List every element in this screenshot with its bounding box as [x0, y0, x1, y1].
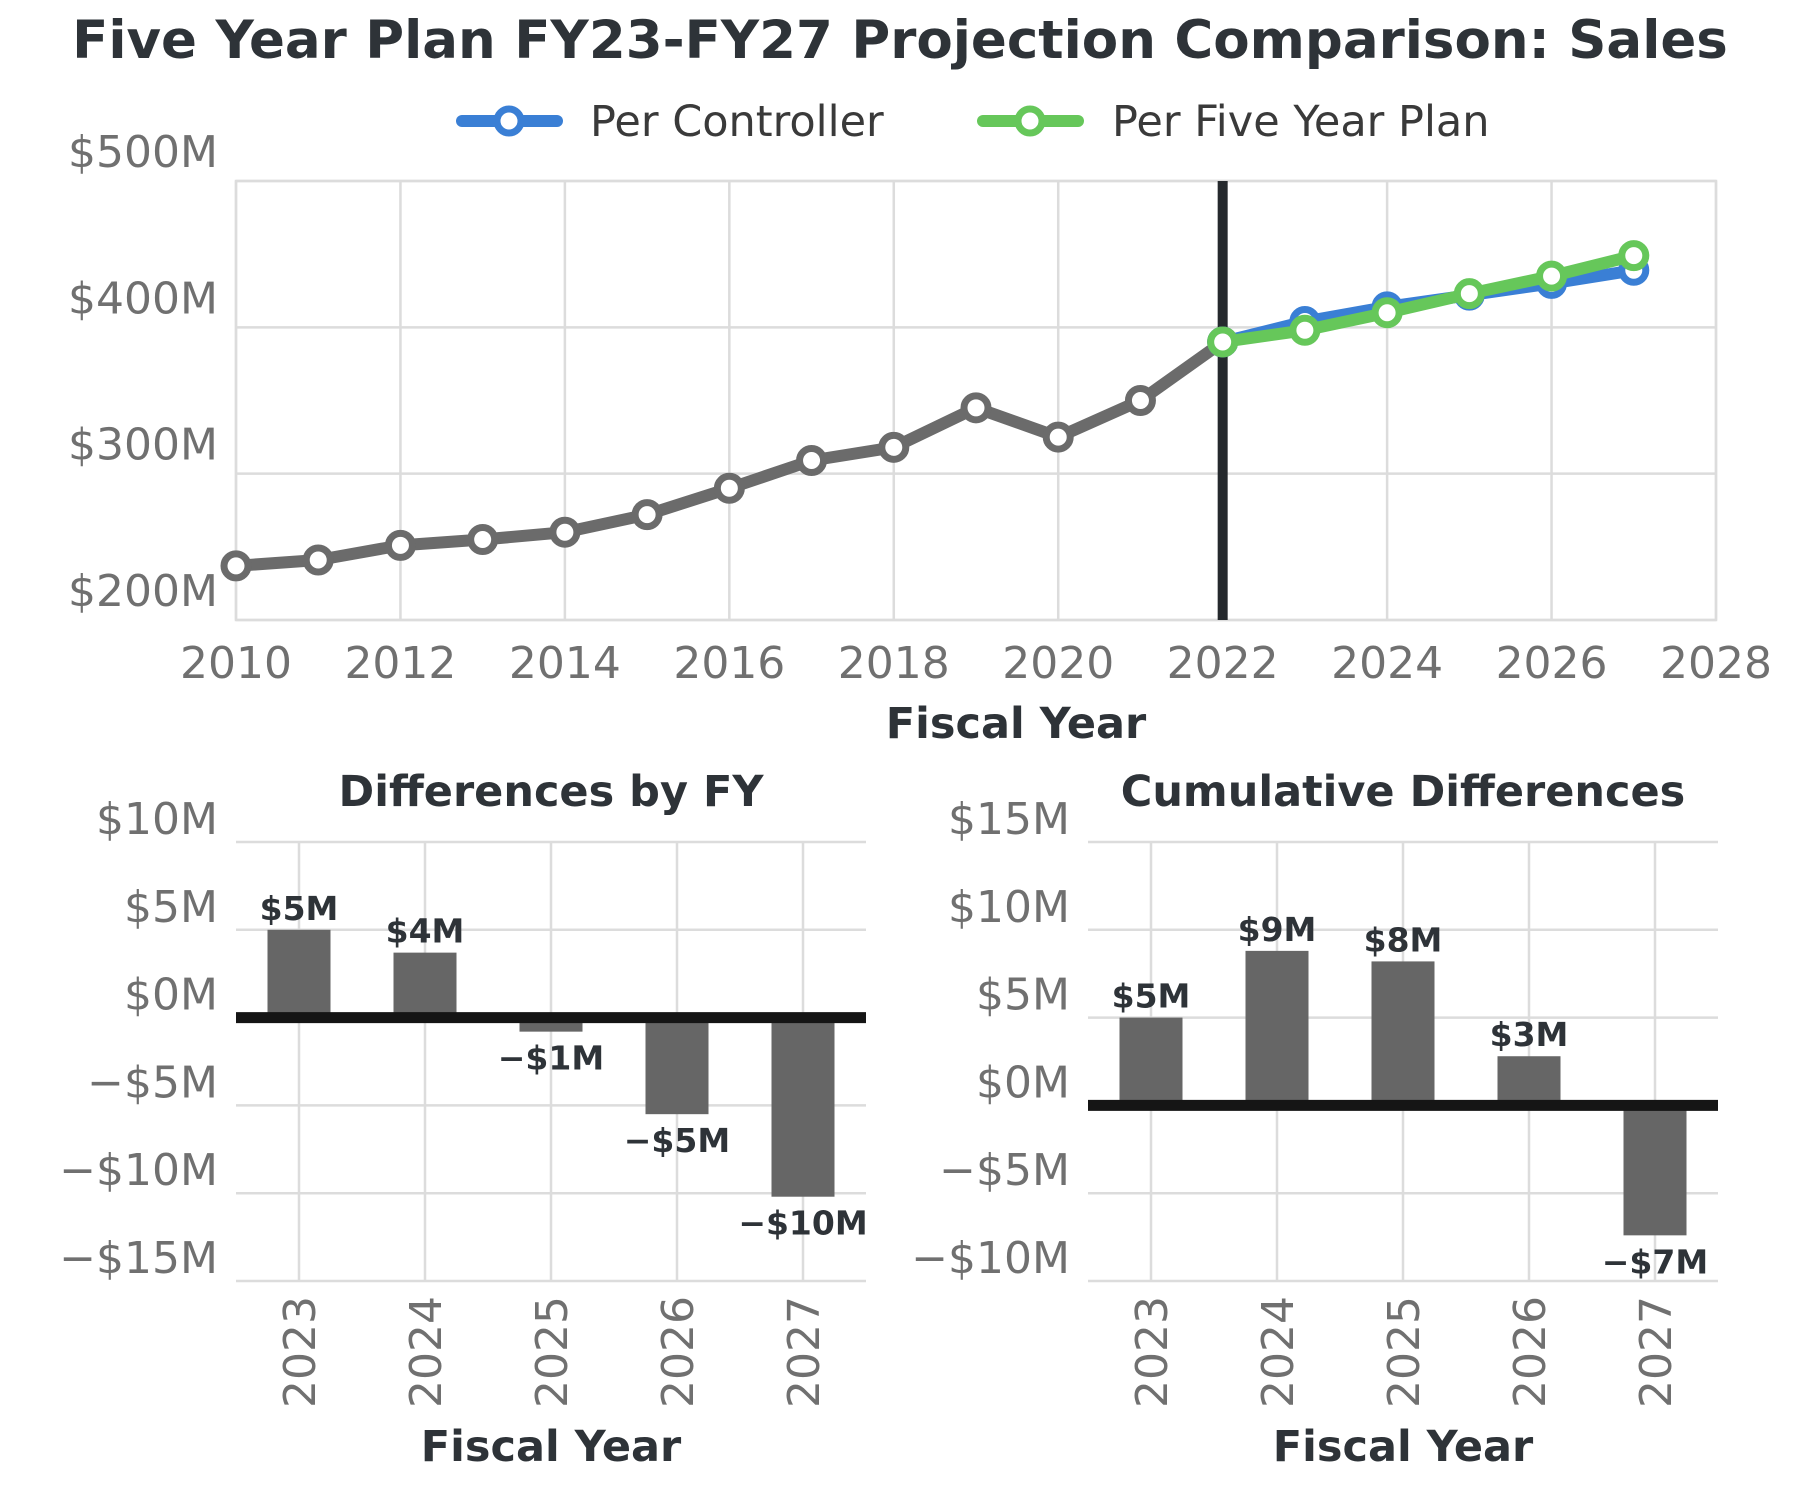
bar-2023	[1119, 1017, 1183, 1106]
cumulative-bar-panel: $15M $10M $5M $0M −$5M −$10M 2023 2024 2025 2026 2…	[911, 794, 1718, 1472]
data-point-per-five-year-plan	[1371, 297, 1403, 329]
y-tick-label: $10M	[96, 794, 218, 845]
x-tick-label: 2023	[275, 1296, 326, 1408]
bar-value-label: $8M	[1364, 920, 1443, 959]
legend-marker-per-five-year-plan	[1014, 105, 1046, 137]
x-tick-label: 2020	[1002, 638, 1114, 689]
x-tick-label: 2026	[653, 1296, 704, 1408]
x-tick-label: 2012	[344, 638, 456, 689]
legend[interactable]: Per Controller Per Five Year Plan	[456, 97, 1490, 147]
bar-2026	[1497, 1056, 1561, 1106]
bar-2026	[645, 1017, 709, 1115]
y-tick-label: −$5M	[939, 1145, 1070, 1196]
x-tick-label: 2024	[1253, 1296, 1304, 1408]
bar-2027	[771, 1017, 835, 1197]
y-tick-label: $10M	[948, 882, 1070, 933]
bar-value-label: −$1M	[498, 1039, 604, 1078]
data-point-per-five-year-plan	[1207, 326, 1239, 358]
data-point-historical	[549, 516, 581, 548]
y-tick-label: −$10M	[59, 1145, 218, 1196]
y-tick-label: −$15M	[59, 1233, 218, 1284]
x-tick-label: 2025	[1379, 1296, 1430, 1408]
legend-label-per-controller: Per Controller	[590, 97, 884, 147]
bar-2023	[267, 929, 331, 1018]
differences-bar-panel: $10M $5M $0M −$5M −$10M −$15M 2023 2024 2025 2026…	[59, 794, 868, 1472]
legend-label-per-five-year-plan: Per Five Year Plan	[1112, 97, 1490, 147]
y-tick-label: $200M	[68, 566, 218, 617]
legend-marker-per-controller	[493, 105, 525, 137]
data-point-historical	[467, 524, 499, 556]
bar-value-label: $3M	[1490, 1015, 1569, 1054]
data-point-per-five-year-plan	[1289, 314, 1321, 346]
data-point-historical	[713, 472, 745, 504]
y-tick-label: −$5M	[87, 1057, 218, 1108]
y-tick-label: $0M	[124, 970, 218, 1021]
bar-value-label: $9M	[1238, 910, 1317, 949]
x-tick-label: 2022	[1167, 638, 1279, 689]
x-tick-label: 2024	[401, 1296, 452, 1408]
x-tick-label: 2010	[180, 638, 292, 689]
data-point-per-five-year-plan	[1453, 278, 1485, 310]
y-tick-label: $15M	[948, 794, 1070, 845]
x-tick-label: 2016	[673, 638, 785, 689]
bar-2024	[393, 952, 457, 1018]
data-point-historical	[631, 499, 663, 531]
y-tick-label: $5M	[976, 970, 1070, 1021]
data-point-historical	[220, 550, 252, 582]
x-tick-label: 2026	[1505, 1296, 1556, 1408]
line-chart-panel: 2010 2012 2014 2016 2018 2020 2022 2024 2026 2028…	[68, 127, 1772, 749]
data-point-per-five-year-plan	[1536, 260, 1568, 292]
x-tick-label: 2027	[779, 1296, 830, 1408]
y-tick-label: −$10M	[911, 1233, 1070, 1284]
x-tick-label: 2018	[838, 638, 950, 689]
legend-item-per-five-year-plan[interactable]: Per Five Year Plan	[977, 97, 1490, 147]
bar-value-label: $5M	[260, 889, 339, 928]
legend-item-per-controller[interactable]: Per Controller	[456, 97, 884, 147]
x-tick-label: 2028	[1660, 638, 1772, 689]
x-tick-label: 2023	[1127, 1296, 1178, 1408]
bar-value-label: −$10M	[738, 1204, 867, 1243]
x-axis-title: Fiscal Year	[886, 699, 1147, 749]
bar-value-label: $4M	[386, 912, 465, 951]
cumulative-chart-title: Cumulative Differences	[1121, 767, 1685, 817]
y-tick-label: $400M	[68, 273, 218, 324]
x-axis-title: Fiscal Year	[1273, 1422, 1534, 1472]
y-tick-label: $300M	[68, 420, 218, 471]
bar-2024	[1245, 950, 1309, 1106]
bar-value-label: −$5M	[624, 1121, 730, 1160]
bar-2025	[1371, 961, 1435, 1106]
x-tick-label: 2024	[1331, 638, 1443, 689]
bar-value-label: −$7M	[1602, 1242, 1708, 1281]
series-line-per-five-year-plan	[1216, 249, 1640, 348]
data-point-historical	[384, 529, 416, 561]
data-point-historical	[302, 544, 334, 576]
differences-chart-title: Differences by FY	[339, 767, 765, 817]
x-tick-label: 2026	[1496, 638, 1608, 689]
x-tick-label: 2025	[527, 1296, 578, 1408]
data-point-historical	[1124, 385, 1156, 416]
data-point-historical	[878, 431, 910, 463]
data-point-historical	[960, 392, 992, 424]
y-tick-label: $0M	[976, 1057, 1070, 1108]
main-chart-title: Five Year Plan FY23-FY27 Projection Comp…	[72, 10, 1728, 71]
y-tick-label: $5M	[124, 882, 218, 933]
data-point-historical	[1042, 421, 1074, 453]
bar-2027	[1623, 1105, 1687, 1236]
x-tick-label: 2014	[509, 638, 621, 689]
x-tick-label: 2027	[1631, 1296, 1682, 1408]
x-axis-title: Fiscal Year	[421, 1422, 682, 1472]
data-point-per-five-year-plan	[1618, 240, 1650, 272]
y-tick-label: $500M	[68, 127, 218, 178]
bar-value-label: $5M	[1112, 977, 1191, 1016]
data-point-historical	[796, 444, 828, 476]
